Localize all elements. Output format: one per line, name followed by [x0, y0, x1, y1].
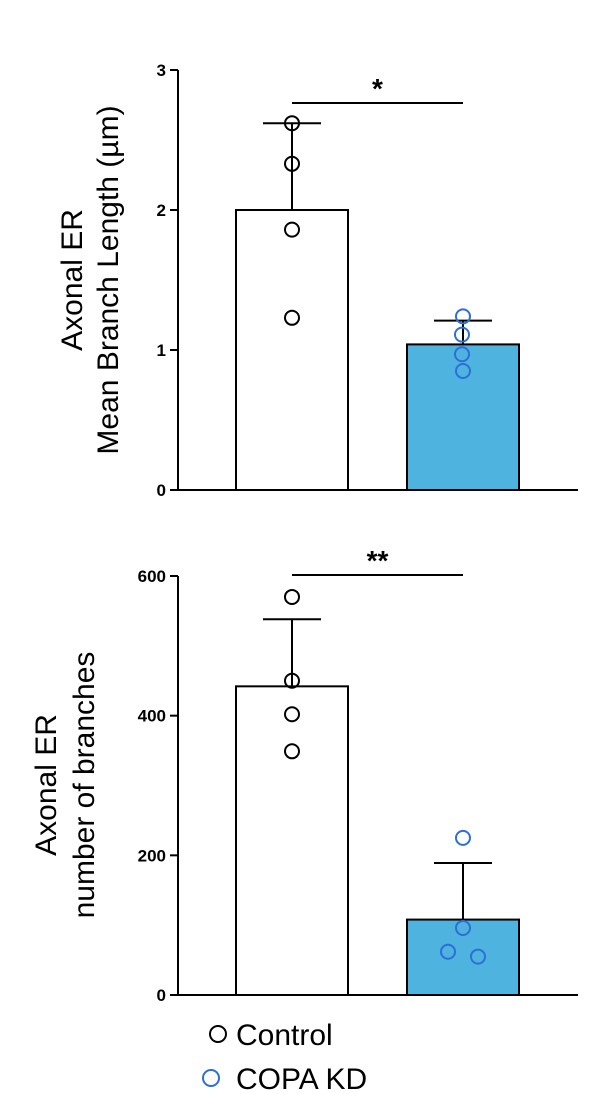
- data-point-copa-kd: [454, 326, 470, 343]
- y-axis-title: Axonal ER: [30, 714, 63, 856]
- data-point-control: [284, 588, 300, 605]
- chart-mean-branch-length: 0 1 2 3 Axonal ER Mean Branch Length (µm) *: [56, 61, 578, 500]
- y-tick-label: 200: [138, 846, 166, 865]
- bar-copa-kd: [406, 918, 520, 997]
- y-tick-label: 600: [138, 567, 166, 586]
- y-tick-label: 0: [157, 986, 166, 1005]
- data-point-copa-kd: [454, 346, 470, 363]
- data-point-control: [284, 115, 300, 132]
- data-point-copa-kd: [455, 363, 471, 379]
- data-point-control: [284, 672, 300, 689]
- legend-label-control: Control: [236, 1019, 333, 1052]
- y-tick-label: 400: [138, 707, 166, 726]
- y-tick-label: 2: [157, 201, 166, 220]
- legend-marker-copa-kd: [202, 1069, 220, 1087]
- significance-label: **: [367, 545, 389, 576]
- y-axis-title: Mean Branch Length (µm): [92, 105, 125, 454]
- y-tick-label: 3: [157, 61, 166, 80]
- legend-marker-control: [209, 1025, 227, 1043]
- data-point-control: [284, 309, 300, 326]
- data-point-control: [284, 155, 300, 172]
- y-axis-title: Axonal ER: [56, 209, 89, 351]
- data-point-copa-kd: [455, 308, 471, 325]
- y-tick-label: 0: [157, 481, 166, 500]
- data-point-copa-kd: [470, 948, 486, 965]
- data-point-control: [284, 743, 300, 760]
- data-point-control: [284, 221, 300, 238]
- legend: Control COPA KD: [202, 1019, 367, 1094]
- legend-label-copa-kd: COPA KD: [236, 1063, 367, 1094]
- data-point-copa-kd: [455, 919, 471, 936]
- bar-copa-kd: [406, 343, 520, 491]
- y-axis-title: number of branches: [68, 652, 101, 919]
- data-point-copa-kd: [455, 829, 471, 846]
- y-tick-label: 1: [157, 341, 166, 360]
- chart-number-of-branches: 0 200 400 600 Axonal ER number of branches **: [30, 545, 578, 1005]
- bar-control: [235, 685, 349, 996]
- data-point-copa-kd: [440, 943, 456, 960]
- significance-label: *: [372, 73, 383, 104]
- bar-control: [235, 209, 349, 491]
- data-point-control: [284, 706, 300, 723]
